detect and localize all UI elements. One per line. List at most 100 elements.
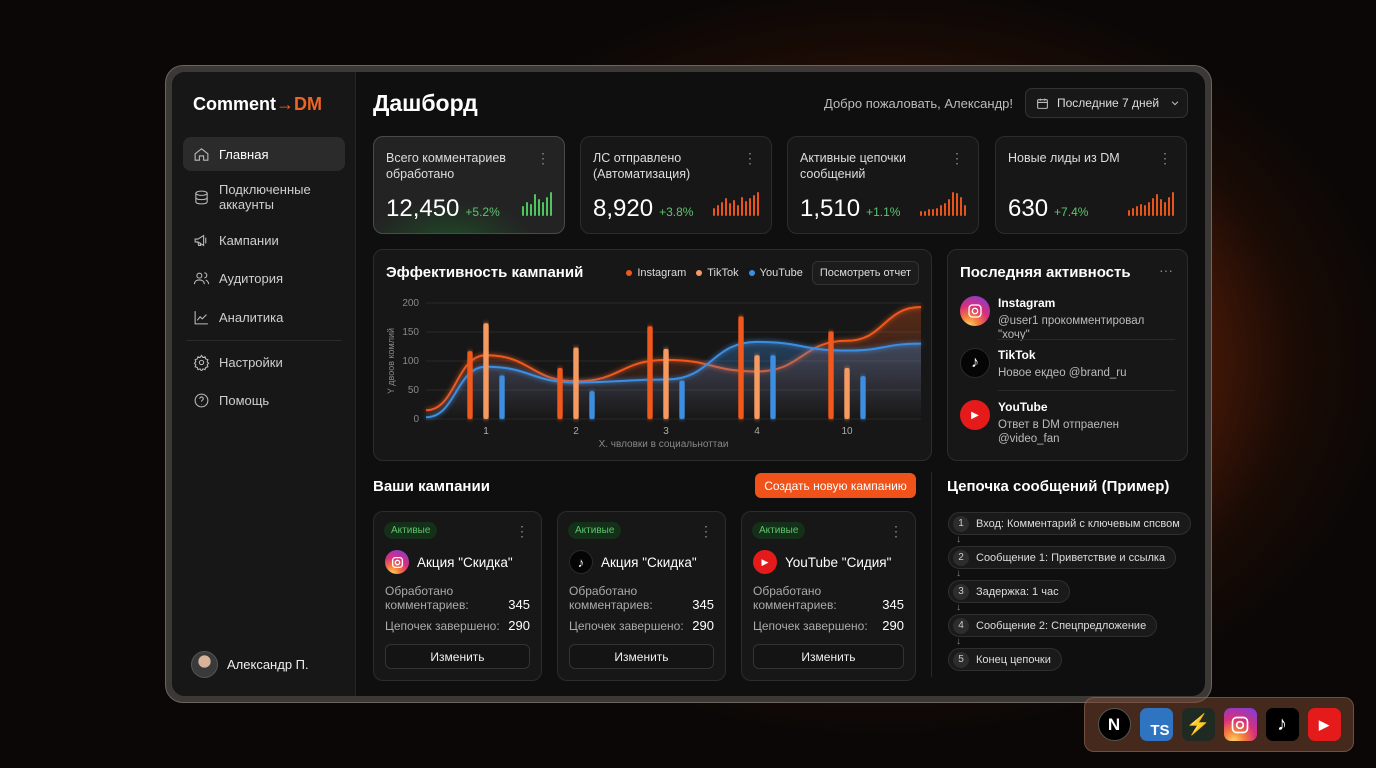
- tiktok-icon: ♪: [569, 550, 593, 574]
- sparkline-bar: [920, 210, 922, 216]
- step-number: 5: [953, 651, 969, 668]
- performance-chart: 0 50 100 150 200 Y двоов комлий X. чвловки в с…: [386, 298, 922, 450]
- sidebar-item-audience[interactable]: Аудитория: [183, 262, 345, 294]
- bar-youtube: [499, 375, 505, 419]
- divider: [998, 339, 1175, 340]
- sidebar-item-settings[interactable]: Настройки: [183, 346, 345, 378]
- activity-source: TikTok: [998, 348, 1036, 362]
- stat-value: 8,920 +3.8%: [593, 195, 693, 223]
- sparkline-bar: [538, 199, 540, 216]
- more-vertical-icon[interactable]: ⋮: [950, 150, 964, 166]
- instagram-icon: [1223, 708, 1257, 741]
- sparkline-bar: [713, 208, 715, 216]
- chain-step[interactable]: 4 Сообщение 2: Спецпредложение: [948, 614, 1158, 637]
- user-profile[interactable]: Александр П.: [191, 651, 309, 678]
- avatar: [191, 651, 218, 678]
- sparkline-bar: [1164, 201, 1166, 216]
- sidebar-item-label: Настройки: [219, 354, 283, 370]
- sidebar-item-label: Кампании: [219, 232, 279, 248]
- stat-label: Всего комментариев обработано: [386, 151, 506, 181]
- campaigns-title: Ваши кампании: [373, 478, 490, 495]
- chain-step[interactable]: 5 Конец цепочки: [948, 648, 1062, 671]
- edit-campaign-button[interactable]: Изменить: [569, 644, 714, 669]
- more-vertical-icon[interactable]: ⋮: [515, 523, 529, 539]
- more-vertical-icon[interactable]: ⋮: [889, 523, 903, 539]
- users-icon: [193, 271, 210, 284]
- view-report-button[interactable]: Посмотреть отчет: [811, 261, 919, 285]
- edit-campaign-button[interactable]: Изменить: [385, 644, 530, 669]
- sidebar-item-campaigns[interactable]: Кампании: [183, 224, 345, 256]
- sparkline-bar: [1148, 201, 1150, 216]
- stat-card-comments[interactable]: Всего комментариев обработано ⋮ 12,450 +5…: [373, 136, 565, 234]
- processed-value: 345: [508, 597, 530, 612]
- activity-text: Новое екдео @brand_ru: [998, 367, 1127, 379]
- sparkline-bar: [1172, 192, 1174, 216]
- activity-item[interactable]: ♪ TikTok Новое екдео @brand_ru: [960, 348, 1178, 380]
- sidebar: Comment→DM Главная Подключенные аккаунты…: [172, 72, 356, 696]
- campaign-performance-card: Эффективность кампаний Instagram TikTok …: [373, 249, 932, 461]
- sidebar-item-accounts[interactable]: Подключенные аккаунты: [183, 178, 345, 216]
- campaign-card: Активые ⋮ ♪ Акция "Скидка" Обработано ком…: [557, 511, 726, 681]
- sidebar-item-analytics[interactable]: Аналитика: [183, 301, 345, 333]
- more-horizontal-icon[interactable]: ···: [1159, 262, 1173, 278]
- sidebar-item-help[interactable]: Помощь: [183, 384, 345, 416]
- y-axis-label: Y двоов комлий: [386, 328, 396, 394]
- bar-youtube: [860, 376, 866, 419]
- chain-title: Цепочка сообщений (Пример): [947, 478, 1170, 495]
- sparkline-bar: [741, 197, 743, 216]
- more-vertical-icon[interactable]: ⋮: [743, 150, 757, 166]
- step-number: 4: [953, 617, 969, 634]
- create-campaign-button[interactable]: Создать новую кампанию: [755, 473, 916, 498]
- processed-label: Обработано комментариев:: [753, 584, 837, 612]
- step-text: Вход: Комментарий с ключевым спсвом: [976, 517, 1180, 530]
- stat-change: +7.4%: [1054, 205, 1089, 219]
- legend-label: YouTube: [759, 267, 803, 279]
- stat-card-dms[interactable]: ЛС отправлено (Автоматизация) ⋮ 8,920 +3.…: [580, 136, 772, 234]
- step-number: 1: [953, 515, 969, 532]
- sparkline-bar: [936, 208, 938, 216]
- more-vertical-icon[interactable]: ⋮: [699, 523, 713, 539]
- completed-value: 290: [508, 618, 530, 633]
- activity-item[interactable]: ▶ YouTube Ответ в DM отпраелен @video_fan: [960, 400, 1178, 446]
- sparkline-bar: [753, 194, 755, 216]
- help-icon: [194, 393, 209, 407]
- more-vertical-icon[interactable]: ⋮: [1158, 150, 1172, 166]
- nextjs-label: N: [1107, 714, 1121, 734]
- gear-icon: [193, 353, 210, 371]
- legend-swatch: [696, 270, 703, 276]
- stat-card-chains[interactable]: Активные цепочки сообщений ⋮ 1,510 +1.1%: [787, 136, 979, 234]
- database-icon: [195, 190, 208, 204]
- x-tick-label: 1: [483, 426, 489, 437]
- status-badge: Активые: [384, 522, 438, 539]
- date-range-select[interactable]: Последние 7 дней: [1025, 88, 1188, 118]
- step-text: Конец цепочки: [976, 653, 1051, 666]
- x-axis-label: X. чвловки в социальноттаи: [599, 439, 729, 450]
- sparkline: [1128, 190, 1174, 216]
- sparkline-bar: [745, 200, 747, 216]
- chain-step[interactable]: 3 Задержка: 1 час: [948, 580, 1070, 603]
- activity-item[interactable]: Instagram @user1 прокомментировал "хочу": [960, 296, 1178, 342]
- sparkline-bar: [749, 198, 751, 216]
- youtube-icon: ▶: [1307, 708, 1341, 741]
- sparkline-bar: [944, 202, 946, 216]
- sidebar-item-home[interactable]: Главная: [183, 137, 345, 171]
- bar-tiktok: [844, 367, 850, 419]
- sparkline-bar: [725, 198, 727, 216]
- stat-change: +5.2%: [465, 205, 500, 219]
- more-vertical-icon[interactable]: ⋮: [536, 150, 550, 166]
- sparkline: [522, 190, 552, 216]
- chain-step[interactable]: 1 Вход: Комментарий с ключевым спсвом: [948, 512, 1191, 535]
- stat-card-leads[interactable]: Новые лиды из DM ⋮ 630 +7.4%: [995, 136, 1187, 234]
- sparkline-bar: [522, 206, 524, 216]
- instagram-icon: [960, 296, 990, 326]
- chain-step[interactable]: 2 Сообщение 1: Приветствие и ссылка: [948, 546, 1177, 569]
- sparkline-bar: [956, 193, 958, 216]
- edit-campaign-button[interactable]: Изменить: [753, 644, 904, 669]
- stat-number: 8,920: [593, 195, 654, 222]
- sparkline-bar: [526, 201, 528, 216]
- campaign-name: ▶ YouTube "Сидия": [753, 550, 891, 574]
- arrow-down-icon: ↓: [956, 602, 961, 613]
- sparkline-bar: [737, 204, 739, 216]
- y-tick-label: 50: [408, 385, 420, 396]
- logo-accent: DM: [294, 94, 323, 114]
